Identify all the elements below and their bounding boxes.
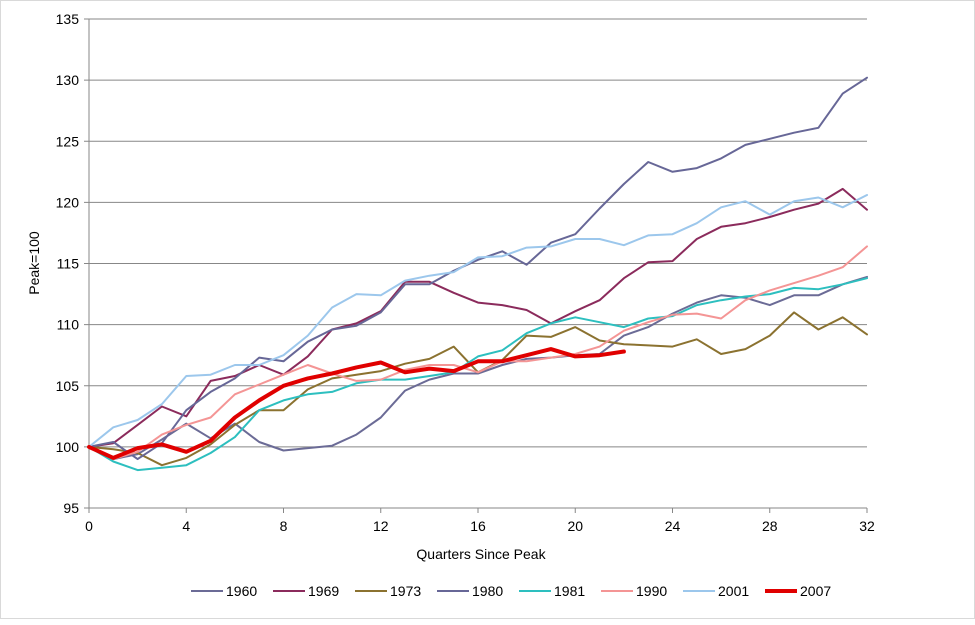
- legend-item-1980: 1980: [437, 583, 503, 599]
- x-tick-label: 28: [762, 518, 778, 534]
- y-tick-label: 120: [56, 194, 80, 210]
- y-tick-label: 110: [57, 317, 80, 333]
- x-axis-title: Quarters Since Peak: [416, 546, 546, 562]
- legend-item-2007: 2007: [765, 583, 831, 599]
- legend-label: 1981: [554, 583, 585, 599]
- gridlines: [84, 18, 868, 513]
- legend-item-1973: 1973: [355, 583, 421, 599]
- series-line-1960: [88, 275, 868, 461]
- x-tick-label: 12: [373, 518, 389, 534]
- y-tick-label: 115: [57, 256, 80, 272]
- series-line-2007: [87, 347, 626, 460]
- axes: [88, 19, 867, 509]
- series-line-2001: [88, 194, 868, 448]
- series-lines: [87, 76, 868, 472]
- legend-label: 2001: [718, 583, 749, 599]
- series-line-1969: [88, 187, 868, 448]
- y-tick-label: 135: [56, 11, 80, 27]
- x-tick-label: 8: [280, 518, 288, 534]
- x-tick-labels: 0 4 8 12 16 20 24 28 32: [85, 518, 875, 534]
- y-tick-labels: 95 100 105 110 115 120 125 130 135: [56, 11, 80, 516]
- y-tick-label: 125: [56, 133, 80, 149]
- legend-item-1969: 1969: [273, 583, 339, 599]
- x-tick-label: 4: [182, 518, 190, 534]
- legend-label: 1973: [390, 583, 421, 599]
- series-line-1980: [88, 76, 868, 461]
- x-tick-label: 20: [567, 518, 583, 534]
- y-tick-label: 100: [56, 439, 80, 455]
- y-axis-title: Peak=100: [26, 231, 42, 295]
- legend-label: 2007: [800, 583, 831, 599]
- y-tick-label: 130: [56, 72, 80, 88]
- legend-item-1990: 1990: [601, 583, 667, 599]
- series-line-1990: [88, 245, 868, 461]
- x-tick-label: 16: [470, 518, 486, 534]
- y-tick-label: 95: [63, 500, 79, 516]
- series-line-1981: [88, 277, 868, 472]
- legend-item-1981: 1981: [519, 583, 585, 599]
- x-tick-label: 24: [665, 518, 681, 534]
- legend: 1960 1969 1973 1980 1981 1990 2001 2007: [191, 583, 831, 599]
- y-tick-label: 105: [56, 378, 80, 394]
- x-tick-label: 0: [85, 518, 93, 534]
- legend-item-2001: 2001: [683, 583, 749, 599]
- legend-label: 1960: [226, 583, 257, 599]
- x-tick-label: 32: [859, 518, 875, 534]
- legend-label: 1980: [472, 583, 503, 599]
- legend-label: 1990: [636, 583, 667, 599]
- legend-label: 1969: [308, 583, 339, 599]
- legend-item-1960: 1960: [191, 583, 257, 599]
